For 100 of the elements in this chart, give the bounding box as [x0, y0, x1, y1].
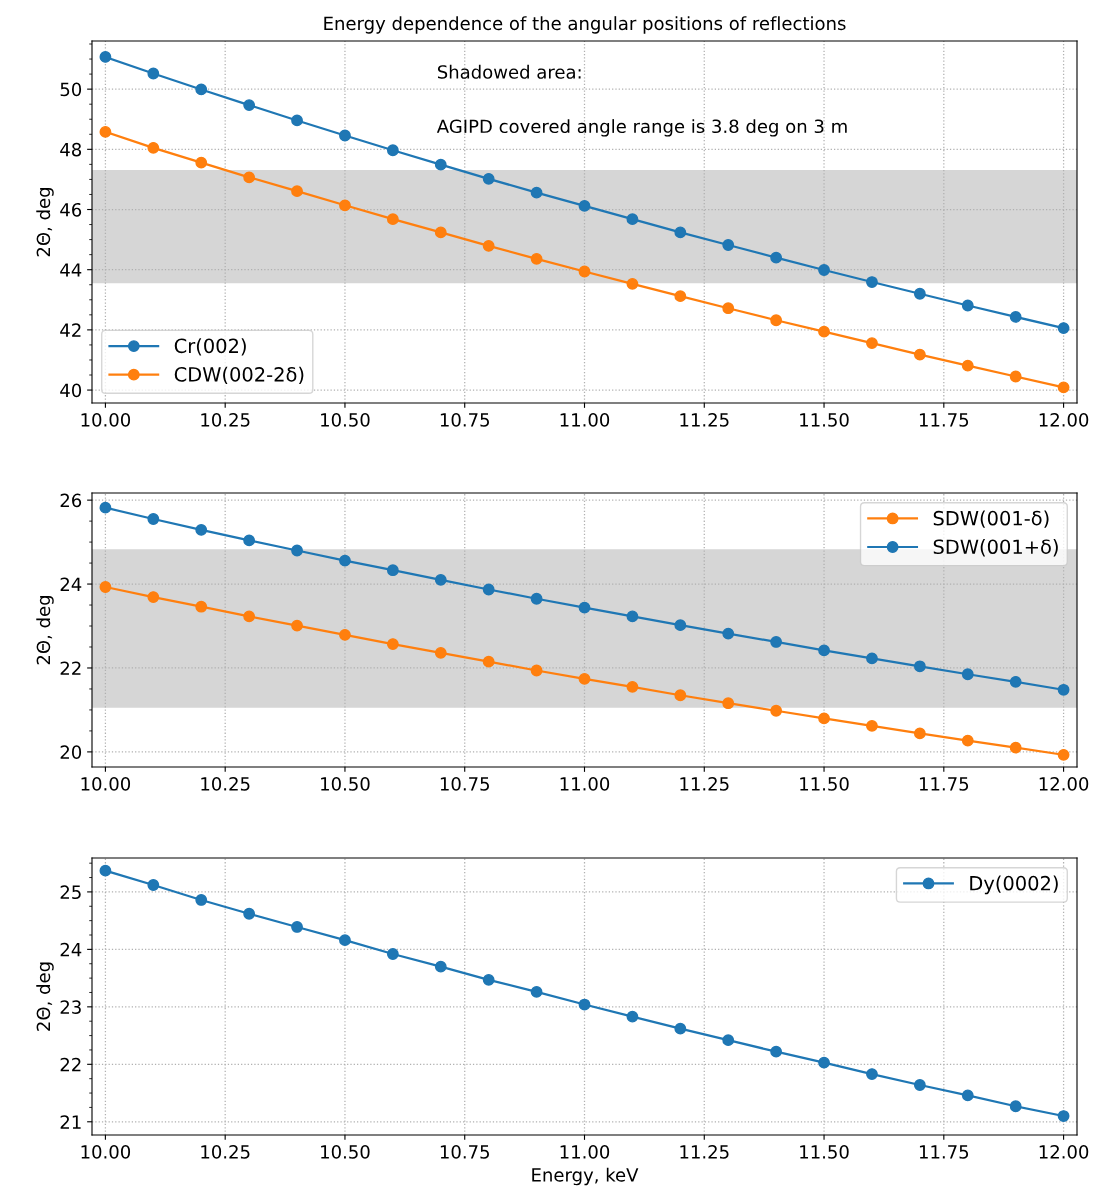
point — [578, 672, 591, 685]
y-tick-label: 22 — [60, 661, 81, 675]
y-tick-label: 24 — [60, 942, 82, 957]
point — [147, 591, 160, 603]
point — [434, 226, 447, 239]
point — [386, 564, 399, 577]
point — [386, 948, 399, 960]
x-tick-label: 11.00 — [560, 413, 610, 427]
point — [866, 719, 878, 732]
point — [195, 156, 208, 169]
point — [482, 583, 495, 596]
point — [866, 337, 878, 350]
point — [674, 226, 687, 239]
y-tick-label: 40 — [60, 383, 82, 398]
point — [195, 83, 208, 96]
x-tick-label: 10.50 — [321, 413, 370, 427]
point — [99, 864, 112, 877]
x-tick-label: 10.75 — [440, 777, 489, 791]
x-tick-label: 12.00 — [1039, 413, 1089, 427]
point — [1009, 675, 1022, 688]
x-tick-label: 11.75 — [919, 1145, 969, 1159]
point — [1009, 1100, 1022, 1113]
point — [770, 1045, 783, 1058]
x-tick-label: 11.50 — [800, 777, 849, 791]
point — [339, 934, 351, 947]
point — [866, 1068, 878, 1080]
point — [147, 141, 160, 154]
y-tick-label: 24 — [60, 577, 82, 591]
point — [770, 314, 783, 327]
point — [482, 240, 495, 252]
point — [913, 287, 926, 300]
x-tick-label: 11.25 — [680, 777, 729, 791]
chart-title: Energy dependence of the angular positions of reflections — [324, 16, 846, 34]
point — [818, 712, 830, 725]
point — [722, 302, 735, 315]
y-tick-label: 46 — [60, 202, 82, 217]
point — [339, 199, 351, 212]
point — [722, 1034, 735, 1047]
point — [99, 51, 112, 63]
point — [1009, 370, 1022, 383]
point — [482, 172, 495, 185]
y-axis-title: 2Θ, deg — [36, 596, 54, 665]
point — [1057, 322, 1070, 334]
point — [339, 628, 351, 641]
legend-label: Cr(002) — [174, 338, 246, 356]
point — [99, 501, 112, 514]
point — [147, 879, 160, 891]
point — [674, 290, 687, 303]
point — [434, 573, 447, 586]
point — [243, 610, 256, 623]
annotation: Shadowed area: — [437, 64, 581, 79]
point — [195, 600, 208, 613]
x-tick-label: 12.00 — [1039, 777, 1089, 791]
point — [195, 894, 208, 906]
x-tick-label: 12.00 — [1039, 1145, 1089, 1159]
point — [913, 660, 926, 673]
y-tick-label: 26 — [60, 493, 82, 508]
y-tick-label: 42 — [60, 323, 81, 337]
x-tick-label: 10.50 — [321, 1145, 370, 1159]
point — [578, 265, 591, 278]
x-tick-label: 11.75 — [919, 777, 969, 791]
point — [961, 734, 974, 747]
point — [1009, 311, 1022, 323]
x-tick-label: 11.00 — [560, 777, 610, 791]
point — [961, 299, 974, 312]
x-tick-label: 10.00 — [81, 1145, 131, 1159]
x-tick-label: 11.50 — [800, 1145, 849, 1159]
point — [147, 67, 160, 80]
point — [866, 276, 878, 288]
y-tick-label: 23 — [60, 1000, 81, 1014]
point — [722, 697, 735, 710]
point — [961, 359, 974, 372]
point — [578, 998, 591, 1011]
legend-label: CDW(002-2δ) — [174, 366, 304, 385]
point — [1057, 1110, 1070, 1122]
point — [434, 158, 447, 171]
point — [674, 619, 687, 632]
point — [339, 554, 351, 567]
point — [818, 644, 830, 657]
point — [291, 619, 303, 632]
point — [482, 973, 495, 986]
point — [291, 114, 303, 127]
y-tick-label: 44 — [60, 263, 82, 277]
x-tick-label: 10.25 — [201, 1145, 250, 1159]
point — [386, 144, 399, 157]
point — [530, 252, 543, 265]
point — [1057, 381, 1070, 394]
point — [243, 534, 256, 547]
legend-label: SDW(001-δ) — [933, 510, 1049, 528]
point — [99, 125, 112, 138]
y-tick-label: 48 — [60, 142, 82, 157]
point — [722, 239, 735, 251]
point — [626, 610, 639, 623]
point — [626, 213, 639, 226]
point — [291, 185, 303, 198]
point — [626, 1010, 639, 1023]
y-tick-label: 25 — [60, 885, 81, 900]
y-tick-label: 50 — [60, 82, 82, 97]
x-tick-label: 10.25 — [201, 777, 250, 791]
x-tick-label: 10.75 — [440, 413, 489, 427]
